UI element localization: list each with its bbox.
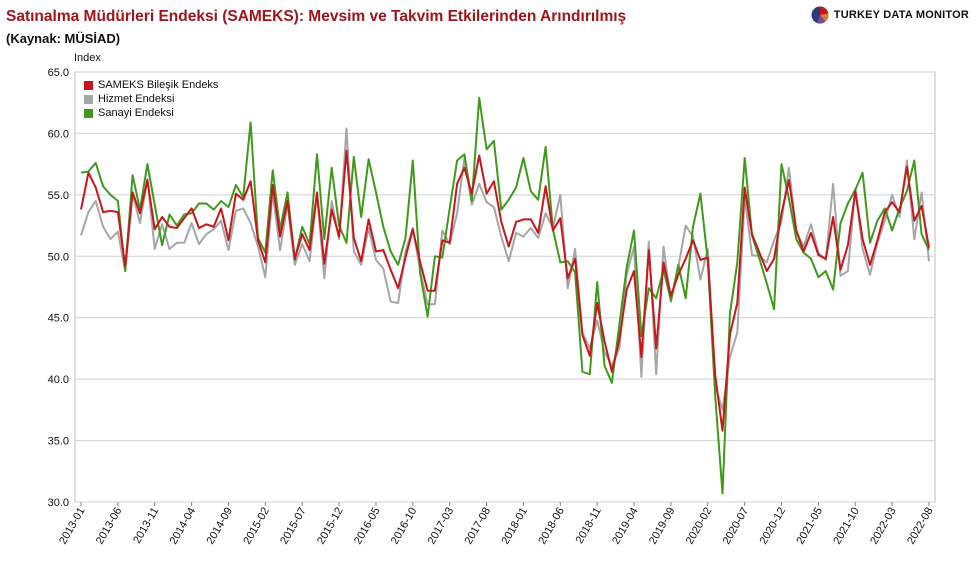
x-tick-label: 2016-05 — [352, 506, 383, 547]
y-tick-label: 65.0 — [48, 67, 69, 79]
series-line-sameks — [80, 149, 930, 432]
series-line-sanayi — [80, 96, 930, 495]
chart-title: Satınalma Müdürleri Endeksi (SAMEKS): Me… — [6, 8, 627, 25]
x-tick-label: 2020-12 — [758, 506, 789, 547]
legend-item-sameks: SAMEKS Bileşik Endeks — [84, 78, 218, 92]
y-axis-label: Index — [74, 52, 101, 64]
y-tick-label: 50.0 — [48, 251, 69, 263]
x-tick-label: 2018-01 — [499, 506, 530, 547]
x-tick-label: 2015-12 — [315, 506, 346, 547]
brand-name: TURKEY DATA MONITOR — [833, 9, 969, 21]
legend-label-sameks: SAMEKS Bileşik Endeks — [98, 79, 219, 91]
x-tick-label: 2013-11 — [131, 506, 161, 546]
legend-label-sanayi: Sanayi Endeksi — [98, 107, 174, 119]
series-line-hizmet — [80, 127, 930, 411]
plot-frame — [74, 71, 936, 503]
y-tick-label: 55.0 — [48, 190, 69, 202]
legend-item-hizmet: Hizmet Endeksi — [84, 92, 218, 106]
x-tick-label: 2020-02 — [684, 506, 715, 547]
legend-swatch-sameks — [84, 80, 93, 90]
y-tick-label: 35.0 — [48, 436, 69, 448]
x-tick-label: 2014-04 — [168, 506, 199, 547]
chart-legend: SAMEKS Bileşik Endeks Hizmet Endeksi San… — [84, 78, 218, 120]
legend-swatch-hizmet — [84, 94, 93, 104]
legend-label-hizmet: Hizmet Endeksi — [98, 93, 175, 105]
x-tick-label: 2015-07 — [278, 506, 309, 547]
y-tick-label: 40.0 — [48, 374, 69, 386]
grid-lines — [74, 71, 936, 503]
chart-subtitle: (Kaynak: MÜSİAD) — [6, 31, 121, 46]
x-tick-label: 2013-06 — [94, 506, 125, 547]
x-tick-label: 2017-08 — [463, 505, 494, 546]
y-tick-label: 30.0 — [48, 497, 69, 509]
x-tick-label: 2014-09 — [204, 506, 235, 547]
x-tick-label: 2016-10 — [389, 506, 420, 547]
x-tick-label: 2022-08 — [905, 506, 936, 547]
pie-logo-icon — [811, 6, 829, 24]
x-tick-label: 2013-01 — [57, 506, 88, 547]
x-tick-label: 2017-03 — [426, 506, 457, 547]
x-tick-label: 2021-10 — [831, 506, 862, 547]
x-tick-label: 2018-06 — [536, 506, 567, 547]
y-tick-label: 45.0 — [48, 313, 69, 325]
x-tick-label: 2018-11 — [574, 506, 604, 546]
x-tick-label: 2021-05 — [794, 506, 825, 547]
series-lines — [80, 96, 930, 495]
legend-item-sanayi: Sanayi Endeksi — [84, 106, 218, 120]
brand-logo: TURKEY DATA MONITOR — [811, 6, 969, 24]
x-tick-label: 2020-07 — [721, 506, 752, 547]
x-tick-label: 2019-09 — [647, 506, 678, 547]
legend-swatch-sanayi — [84, 108, 93, 118]
x-tick-label: 2022-03 — [868, 506, 899, 547]
x-tick-label: 2019-04 — [610, 506, 641, 547]
y-tick-label: 60.0 — [48, 128, 69, 140]
x-tick-label: 2015-02 — [241, 506, 272, 547]
